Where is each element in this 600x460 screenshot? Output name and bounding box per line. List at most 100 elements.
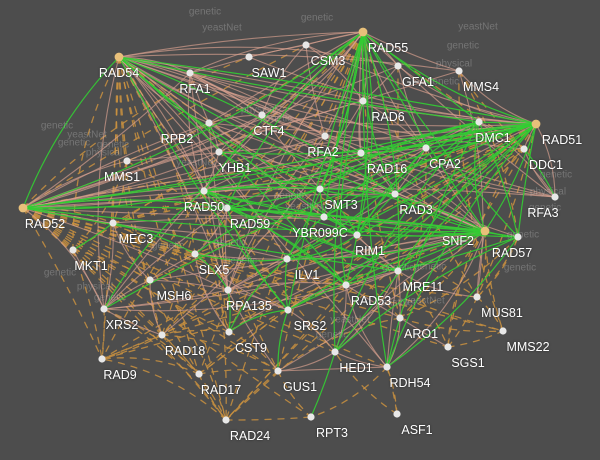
graph-edge[interactable]: [362, 31, 480, 123]
graph-edge[interactable]: [103, 308, 163, 336]
graph-edge[interactable]: [394, 193, 486, 232]
graph-edge[interactable]: [22, 190, 205, 210]
graph-edge[interactable]: [397, 236, 519, 272]
graph-edge[interactable]: [397, 270, 449, 348]
graph-edge[interactable]: [277, 317, 401, 372]
graph-node-ddc1[interactable]: [520, 145, 528, 153]
graph-edge[interactable]: [397, 270, 401, 319]
graph-edge[interactable]: [226, 207, 358, 236]
graph-edge[interactable]: [226, 207, 347, 286]
graph-edge[interactable]: [305, 44, 326, 137]
graph-edge[interactable]: [478, 121, 519, 238]
graph-edge[interactable]: [194, 253, 229, 291]
graph-edge[interactable]: [189, 72, 210, 124]
graph-node-csm3[interactable]: [302, 41, 310, 49]
graph-node-gus1[interactable]: [274, 367, 282, 375]
graph-edge[interactable]: [203, 190, 486, 232]
graph-edge[interactable]: [103, 279, 151, 310]
graph-node-rad18[interactable]: [158, 331, 166, 339]
graph-edge[interactable]: [286, 216, 325, 260]
graph-edge[interactable]: [225, 416, 312, 421]
graph-edge[interactable]: [112, 222, 196, 255]
graph-edge[interactable]: [203, 31, 364, 192]
graph-edge[interactable]: [476, 230, 486, 298]
graph-node-rad51[interactable]: [531, 119, 541, 129]
graph-edge[interactable]: [118, 31, 364, 58]
graph-edge[interactable]: [458, 70, 537, 125]
graph-edge[interactable]: [22, 207, 336, 353]
graph-edge[interactable]: [149, 253, 196, 281]
graph-edge[interactable]: [103, 289, 229, 310]
graph-edge[interactable]: [189, 31, 364, 74]
graph-node-rfa3[interactable]: [551, 193, 559, 201]
graph-edge[interactable]: [277, 370, 312, 418]
graph-edge[interactable]: [261, 114, 326, 137]
graph-edge[interactable]: [218, 123, 537, 155]
graph-node-mec3[interactable]: [109, 219, 117, 227]
graph-edge[interactable]: [72, 249, 105, 310]
graph-edge[interactable]: [228, 309, 289, 333]
graph-edge[interactable]: [361, 31, 396, 195]
graph-edge[interactable]: [474, 121, 486, 232]
graph-node-snf2[interactable]: [480, 226, 490, 236]
graph-edge[interactable]: [319, 188, 486, 232]
graph-node-rad54[interactable]: [114, 52, 124, 62]
graph-edge[interactable]: [22, 207, 399, 272]
graph-edge[interactable]: [22, 207, 163, 336]
graph-edge[interactable]: [228, 258, 288, 333]
graph-edge[interactable]: [22, 207, 114, 224]
graph-edge[interactable]: [339, 100, 364, 286]
graph-edge[interactable]: [101, 308, 105, 360]
graph-edge[interactable]: [149, 230, 486, 281]
graph-node-ctf4[interactable]: [258, 111, 266, 119]
graph-edge[interactable]: [523, 148, 556, 198]
graph-edge[interactable]: [225, 123, 537, 421]
graph-node-rad53[interactable]: [342, 281, 350, 289]
graph-node-srs2[interactable]: [284, 306, 292, 314]
graph-edge[interactable]: [208, 31, 364, 124]
graph-edge[interactable]: [198, 368, 279, 375]
graph-edge[interactable]: [458, 70, 525, 150]
graph-edge[interactable]: [362, 31, 460, 72]
graph-edge[interactable]: [447, 230, 486, 348]
graph-edge[interactable]: [227, 281, 347, 291]
graph-edge[interactable]: [386, 121, 480, 368]
graph-edge[interactable]: [277, 351, 336, 372]
graph-edge[interactable]: [103, 308, 200, 375]
graph-edge[interactable]: [72, 160, 128, 251]
graph-edge[interactable]: [517, 123, 537, 238]
graph-edge[interactable]: [22, 187, 556, 209]
graph-edge[interactable]: [203, 135, 326, 192]
graph-edge[interactable]: [97, 56, 120, 310]
graph-edge[interactable]: [103, 190, 205, 310]
graph-node-mms1[interactable]: [123, 157, 131, 165]
graph-edge[interactable]: [22, 207, 289, 311]
graph-edge[interactable]: [362, 31, 388, 368]
graph-edge[interactable]: [248, 44, 307, 58]
graph-edge[interactable]: [277, 366, 388, 372]
graph-edge[interactable]: [22, 207, 230, 333]
graph-edge[interactable]: [227, 258, 288, 291]
graph-node-rpb2[interactable]: [205, 119, 213, 127]
graph-node-rpt3[interactable]: [307, 413, 315, 421]
graph-edge[interactable]: [225, 370, 279, 421]
graph-edge[interactable]: [103, 222, 114, 310]
graph-edge[interactable]: [226, 207, 486, 232]
graph-edge[interactable]: [286, 31, 364, 260]
graph-edge[interactable]: [22, 207, 288, 260]
graph-edge[interactable]: [22, 72, 191, 209]
graph-edge[interactable]: [221, 207, 230, 333]
graph-edge[interactable]: [118, 56, 478, 298]
graph-edge[interactable]: [161, 100, 364, 336]
graph-edge[interactable]: [476, 230, 487, 298]
graph-edge[interactable]: [286, 234, 358, 260]
graph-edge[interactable]: [535, 123, 556, 198]
graph-edge[interactable]: [360, 152, 486, 232]
graph-edge[interactable]: [22, 207, 229, 291]
graph-edge[interactable]: [458, 70, 519, 238]
graph-edge[interactable]: [447, 330, 504, 348]
graph-edge[interactable]: [118, 56, 228, 209]
graph-node-cpa2[interactable]: [422, 144, 430, 152]
graph-edge[interactable]: [277, 309, 289, 372]
graph-edge[interactable]: [362, 31, 486, 232]
